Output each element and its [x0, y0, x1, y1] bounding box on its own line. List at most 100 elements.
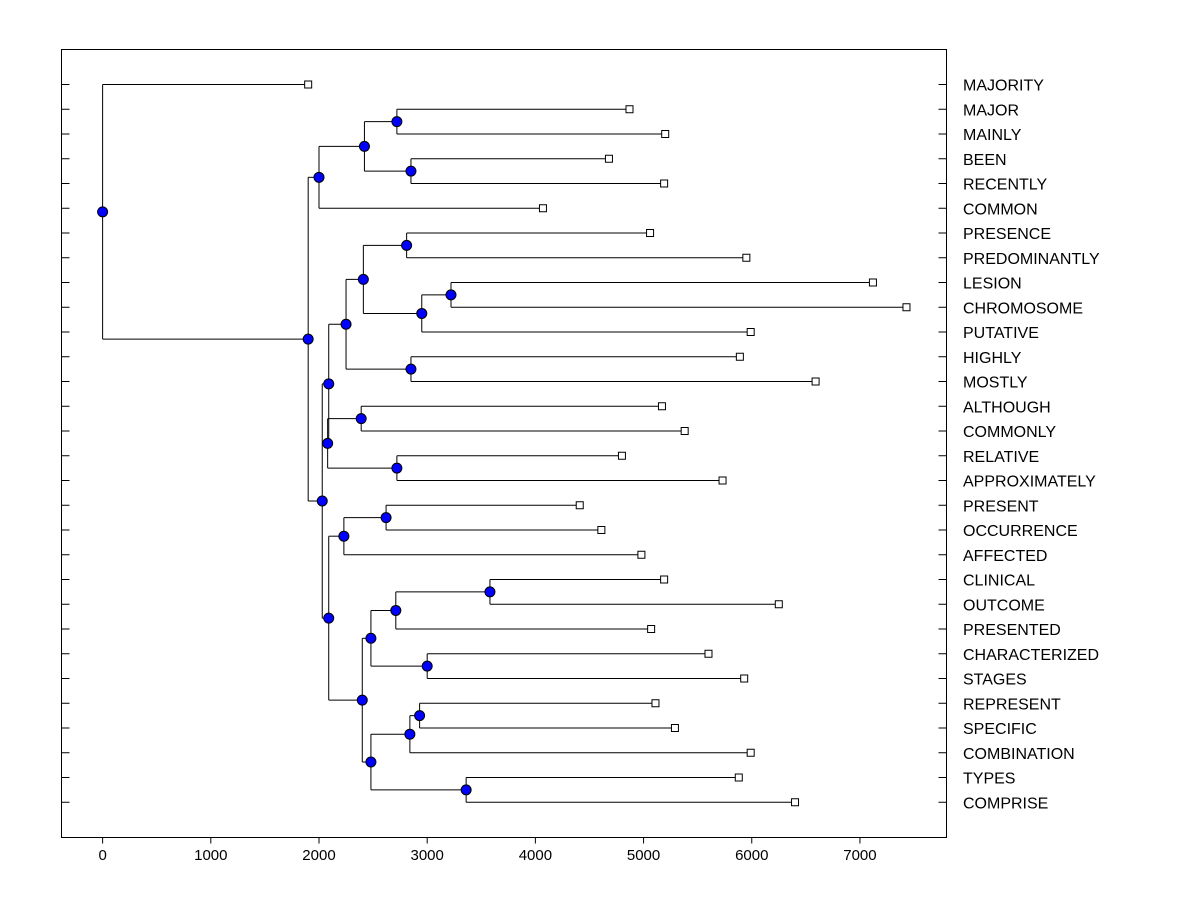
leaf-marker-comprise: [791, 798, 800, 807]
leaf-marker-putative: [746, 328, 755, 336]
leaf-label-recently: RECENTLY: [963, 177, 1047, 194]
merge-node-n_highly: [405, 363, 417, 375]
leaf-label-major: MAJOR: [963, 102, 1019, 119]
leaf-label-although: ALTHOUGH: [963, 399, 1051, 416]
leaf-marker-clinical: [660, 575, 669, 584]
leaf-marker-predominantly: [742, 253, 751, 262]
leaf-label-stages: STAGES: [963, 672, 1027, 689]
merge-node-n_major_mainly: [391, 116, 403, 128]
leaf-label-affected: AFFECTED: [963, 548, 1047, 565]
leaf-label-putative: PUTATIVE: [963, 325, 1039, 342]
merge-nodes: [97, 116, 496, 796]
merge-node-n_main: [302, 333, 314, 345]
leaf-marker-mostly: [811, 377, 820, 386]
leaf-marker-highly: [735, 352, 744, 361]
merge-node-n_clin_char: [365, 632, 377, 644]
merge-node-n_characterized: [421, 660, 433, 672]
leaf-label-mostly: MOSTLY: [963, 375, 1028, 392]
merge-node-n_lower: [323, 612, 335, 624]
merge-node-n_top_common: [313, 171, 325, 183]
leaf-label-lesion: LESION: [963, 276, 1022, 293]
leaf-marker-mainly: [661, 130, 670, 138]
merge-node-n_maj_group: [358, 140, 370, 152]
leaf-marker-recently: [660, 179, 669, 188]
merge-node-n_lesion_putative: [416, 307, 428, 319]
merge-node-n_clin_repr: [356, 694, 368, 706]
x-tick-label: 4000: [519, 847, 552, 864]
x-tick-label: 2000: [302, 847, 335, 864]
merge-node-n_clinical: [484, 586, 496, 598]
plot-frame: [61, 49, 947, 838]
leaf-marker-combination: [746, 748, 755, 757]
leaf-marker-types: [734, 773, 743, 782]
leaf-label-approximately: APPROXIMATELY: [963, 474, 1096, 491]
leaf-label-occurrence: OCCURRENCE: [963, 523, 1078, 540]
leaf-label-outcome: OUTCOME: [963, 597, 1045, 614]
merge-node-n_represent: [414, 710, 426, 722]
merge-node-n_mid: [316, 495, 328, 507]
merge-node-n_clinical_presented: [390, 604, 402, 616]
leaf-label-types: TYPES: [963, 771, 1015, 788]
merge-node-n_root: [97, 206, 109, 218]
merge-node-n_represent_comb: [404, 728, 416, 740]
merge-node-n_present_affected: [338, 530, 350, 542]
x-tick-label: 0: [98, 847, 106, 864]
merge-node-n_lesion: [445, 289, 457, 301]
merge-node-n_repr_types: [365, 756, 377, 768]
leaf-labels: MAJORITY MAJOR MAINLY BEEN RECENTLY COMMON PRE…: [963, 78, 1100, 813]
merge-node-n_been_recently: [405, 165, 417, 177]
merge-node-n_types: [460, 784, 472, 796]
leaf-label-represent: REPRESENT: [963, 696, 1061, 713]
leaf-marker-outcome: [774, 600, 783, 609]
merge-node-n_although: [355, 413, 367, 425]
leaf-marker-affected: [637, 550, 646, 559]
leaf-label-specific: SPECIFIC: [963, 721, 1037, 738]
leaf-label-chromosome: CHROMOSOME: [963, 300, 1083, 317]
x-tick-label: 3000: [410, 847, 443, 864]
leaf-marker-characterized: [704, 649, 713, 658]
leaf-markers: [304, 80, 911, 807]
leaf-label-predominantly: PREDOMINANTLY: [963, 251, 1100, 268]
merge-node-n_pres_highly: [340, 318, 352, 330]
leaf-label-present: PRESENT: [963, 498, 1039, 515]
leaf-label-common: COMMON: [963, 201, 1038, 218]
leaf-marker-majority: [304, 80, 313, 89]
leaf-marker-presence: [646, 229, 655, 237]
leaf-label-mainly: MAINLY: [963, 127, 1022, 144]
merge-node-n_relative: [391, 462, 403, 474]
leaf-marker-chromosome: [902, 303, 911, 312]
leaf-marker-although: [657, 402, 666, 411]
leaf-label-majority: MAJORITY: [963, 78, 1044, 95]
dendrogram-links: [102, 84, 907, 803]
x-tick-label: 1000: [194, 847, 227, 864]
y-ticks: [61, 84, 947, 803]
leaf-marker-approximately: [718, 476, 727, 485]
leaf-marker-common: [538, 204, 547, 213]
leaf-marker-lesion: [868, 278, 877, 287]
leaf-label-commonly: COMMONLY: [963, 424, 1056, 441]
leaf-marker-occurrence: [597, 526, 606, 534]
merge-node-n_presence: [401, 239, 413, 251]
merge-node-n_presence_lesion: [357, 273, 369, 285]
merge-node-n_although_relative: [322, 437, 334, 449]
leaf-marker-stages: [740, 674, 749, 683]
leaf-label-relative: RELATIVE: [963, 449, 1039, 466]
leaf-label-clinical: CLINICAL: [963, 573, 1035, 590]
x-axis: 0 1000 2000 3000 4000 5000 6000 7000: [98, 837, 877, 864]
leaf-label-combination: COMBINATION: [963, 746, 1075, 763]
leaf-label-characterized: CHARACTERIZED: [963, 647, 1099, 664]
leaf-label-comprise: COMPRISE: [963, 795, 1048, 812]
leaf-marker-present: [575, 501, 584, 510]
leaf-marker-major: [625, 105, 634, 114]
leaf-label-presence: PRESENCE: [963, 226, 1051, 243]
leaf-label-highly: HIGHLY: [963, 350, 1022, 367]
leaf-marker-been: [604, 154, 613, 163]
merge-node-n_present: [380, 512, 392, 524]
leaf-marker-presented: [647, 625, 656, 633]
leaf-label-presented: PRESENTED: [963, 622, 1061, 639]
leaf-marker-commonly: [680, 427, 689, 435]
leaf-marker-specific: [670, 724, 679, 732]
leaf-label-been: BEEN: [963, 152, 1007, 169]
x-tick-label: 7000: [843, 847, 876, 864]
